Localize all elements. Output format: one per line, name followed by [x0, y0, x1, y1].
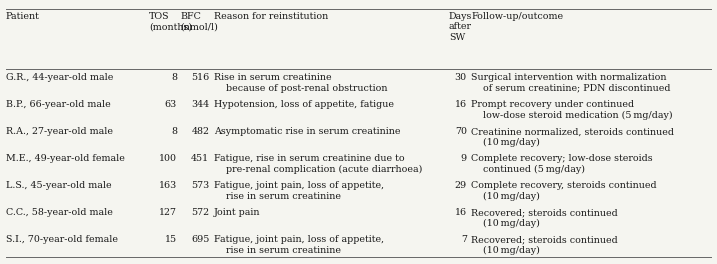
Text: S.I., 70-year-old female: S.I., 70-year-old female — [6, 235, 118, 244]
Text: 100: 100 — [159, 154, 177, 163]
Text: 16: 16 — [455, 100, 467, 109]
Text: B.P., 66-year-old male: B.P., 66-year-old male — [6, 100, 110, 109]
Text: 344: 344 — [191, 100, 209, 109]
Text: Reason for reinstitution: Reason for reinstitution — [214, 12, 328, 21]
Text: TOS
(months): TOS (months) — [149, 12, 192, 31]
Text: R.A., 27-year-old male: R.A., 27-year-old male — [6, 127, 113, 136]
Text: 7: 7 — [461, 235, 467, 244]
Text: M.E., 49-year-old female: M.E., 49-year-old female — [6, 154, 125, 163]
Text: Hypotension, loss of appetite, fatigue: Hypotension, loss of appetite, fatigue — [214, 100, 394, 109]
Text: 451: 451 — [191, 154, 209, 163]
Text: Fatigue, joint pain, loss of appetite,
    rise in serum creatinine: Fatigue, joint pain, loss of appetite, r… — [214, 235, 384, 254]
Text: 8: 8 — [171, 73, 177, 82]
Text: 16: 16 — [455, 208, 467, 217]
Text: Asymptomatic rise in serum creatinine: Asymptomatic rise in serum creatinine — [214, 127, 400, 136]
Text: Patient: Patient — [6, 12, 39, 21]
Text: 516: 516 — [191, 73, 209, 82]
Text: Joint pain: Joint pain — [214, 208, 260, 217]
Text: 29: 29 — [455, 181, 467, 190]
Text: Recovered; steroids continued
    (10 mg/day): Recovered; steroids continued (10 mg/day… — [471, 235, 618, 255]
Text: Fatigue, joint pain, loss of appetite,
    rise in serum creatinine: Fatigue, joint pain, loss of appetite, r… — [214, 181, 384, 201]
Text: Surgical intervention with normalization
    of serum creatinine; PDN discontinu: Surgical intervention with normalization… — [471, 73, 670, 93]
Text: L.S., 45-year-old male: L.S., 45-year-old male — [6, 181, 111, 190]
Text: 30: 30 — [455, 73, 467, 82]
Text: BFC
(nmol/l): BFC (nmol/l) — [181, 12, 219, 31]
Text: 9: 9 — [460, 154, 467, 163]
Text: 695: 695 — [191, 235, 209, 244]
Text: 8: 8 — [171, 127, 177, 136]
Text: 572: 572 — [191, 208, 209, 217]
Text: 163: 163 — [159, 181, 177, 190]
Text: 127: 127 — [159, 208, 177, 217]
Text: C.C., 58-year-old male: C.C., 58-year-old male — [6, 208, 113, 217]
Text: Follow-up/outcome: Follow-up/outcome — [471, 12, 563, 21]
Text: Creatinine normalized, steroids continued
    (10 mg/day): Creatinine normalized, steroids continue… — [471, 127, 674, 147]
Text: 15: 15 — [165, 235, 177, 244]
Text: 573: 573 — [191, 181, 209, 190]
Text: Complete recovery, steroids continued
    (10 mg/day): Complete recovery, steroids continued (1… — [471, 181, 657, 201]
Text: G.R., 44-year-old male: G.R., 44-year-old male — [6, 73, 113, 82]
Text: Complete recovery; low-dose steroids
    continued (5 mg/day): Complete recovery; low-dose steroids con… — [471, 154, 652, 174]
Text: Days
after
SW: Days after SW — [449, 12, 473, 42]
Text: Prompt recovery under continued
    low-dose steroid medication (5 mg/day): Prompt recovery under continued low-dose… — [471, 100, 673, 120]
Text: Rise in serum creatinine
    because of post-renal obstruction: Rise in serum creatinine because of post… — [214, 73, 387, 93]
Text: Recovered; steroids continued
    (10 mg/day): Recovered; steroids continued (10 mg/day… — [471, 208, 618, 228]
Text: 63: 63 — [165, 100, 177, 109]
Text: Fatigue, rise in serum creatinine due to
    pre-renal complication (acute diarr: Fatigue, rise in serum creatinine due to… — [214, 154, 422, 174]
Text: 482: 482 — [191, 127, 209, 136]
Text: 70: 70 — [455, 127, 467, 136]
